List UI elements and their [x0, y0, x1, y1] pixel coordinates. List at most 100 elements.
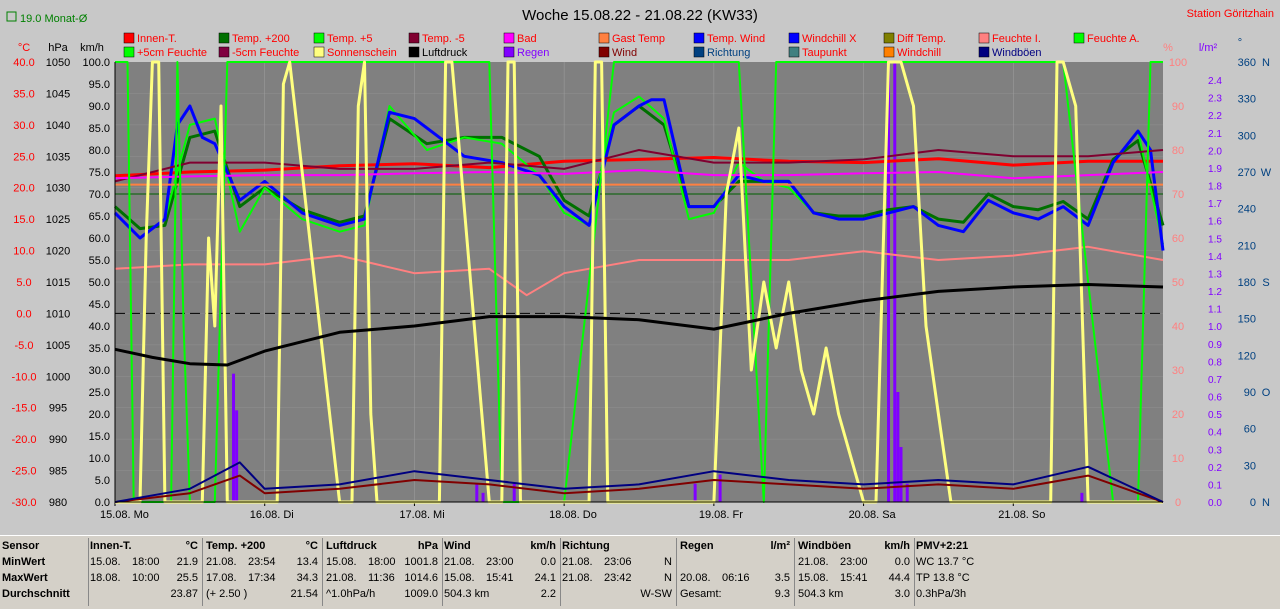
- tick-hpa: 995: [49, 403, 67, 415]
- tick-deg: 90: [1244, 387, 1256, 399]
- tick-celsius: 30.0: [13, 120, 34, 132]
- stats-col-pmv: PMV+2:21 WC 13.7 °C TP 13.8 °C 0.3hPa/3h: [916, 538, 1024, 608]
- tick-lm2: 2.0: [1208, 146, 1222, 157]
- weather-chart: Woche 15.08.22 - 21.08.22 (KW33) Station …: [6, 7, 1274, 521]
- stats-date: WC 13.7 °C: [916, 556, 975, 568]
- legend-swatch: [1073, 32, 1085, 44]
- legend-swatch: [788, 32, 800, 44]
- tick-kmh: 30.0: [89, 365, 110, 377]
- legend-swatch: [978, 32, 990, 44]
- legend-label: Feuchte I.: [992, 33, 1041, 45]
- stats-separator: [202, 538, 203, 606]
- stats-date: 21.08.: [326, 572, 357, 584]
- stats-value: W-SW: [640, 588, 672, 600]
- tick-kmh: 100.0: [82, 57, 110, 69]
- tick-hpa: 1005: [46, 340, 70, 352]
- tick-percent: 40: [1172, 321, 1184, 333]
- legend-label: Windchill X: [802, 33, 857, 45]
- tick-lm2: 2.3: [1208, 94, 1222, 105]
- rain-bar: [232, 373, 236, 502]
- stats-separator: [914, 538, 915, 606]
- series-line-11: [114, 474, 1164, 503]
- stats-value: 0.0: [540, 556, 556, 568]
- tick-deg: 150: [1238, 314, 1256, 326]
- tick-lm2: 2.4: [1208, 76, 1222, 87]
- stats-date: 21.08.: [206, 556, 237, 568]
- stats-date: 0.3hPa/3h: [916, 588, 967, 600]
- legend-label: Feuchte A.: [1087, 33, 1140, 45]
- stats-value: 13.4: [296, 556, 318, 568]
- stats-unit: °C: [185, 540, 198, 552]
- series-line-5: [114, 169, 1164, 180]
- stats-time: 18:00: [132, 556, 160, 568]
- tick-percent: 80: [1172, 145, 1184, 157]
- stats-unit: km/h: [530, 540, 556, 552]
- tick-lm2: 1.1: [1208, 305, 1222, 316]
- stats-time: 17:34: [248, 572, 276, 584]
- legend-label: Temp. +5: [327, 33, 373, 45]
- stats-value: 24.1: [534, 572, 556, 584]
- tick-percent: 0: [1175, 497, 1181, 509]
- tick-day: 18.08. Do: [549, 509, 597, 521]
- tick-celsius: -5.0: [15, 340, 34, 352]
- stats-header: Luftdruck: [326, 540, 377, 552]
- tick-hpa: 1000: [46, 371, 70, 383]
- stats-header: Richtung: [562, 540, 610, 552]
- stats-date: (+ 2.50 ): [206, 588, 248, 600]
- tick-deg-dir: N: [1262, 497, 1270, 509]
- tick-day: 19.08. Fr: [699, 509, 743, 521]
- tick-celsius: -10.0: [11, 371, 36, 383]
- stats-value: 1009.0: [404, 588, 438, 600]
- tick-lm2: 1.6: [1208, 217, 1222, 228]
- tick-percent: 60: [1172, 233, 1184, 245]
- series-line-0: [114, 156, 1163, 178]
- legend-swatch: [218, 46, 230, 58]
- tick-hpa: 1025: [46, 214, 70, 226]
- tick-kmh: 70.0: [89, 189, 110, 201]
- tick-celsius: 25.0: [13, 151, 34, 163]
- tick-percent: 20: [1172, 409, 1184, 421]
- legend-label: Regen: [517, 47, 549, 59]
- tick-deg: 180: [1238, 277, 1256, 289]
- stats-time: 18:00: [368, 556, 396, 568]
- tick-hpa: 1020: [46, 246, 70, 258]
- tick-kmh: 65.0: [89, 211, 110, 223]
- tick-hpa: 1050: [46, 57, 70, 69]
- tick-deg: 270: [1238, 167, 1256, 179]
- rain-bar: [512, 483, 516, 502]
- tick-hpa: 1015: [46, 277, 70, 289]
- stats-value: N: [664, 556, 672, 568]
- stats-date: 15.08.: [326, 556, 357, 568]
- tick-lm2: 1.9: [1208, 164, 1222, 175]
- tick-kmh: 5.0: [95, 475, 110, 487]
- tick-celsius: -15.0: [11, 403, 36, 415]
- chart-title: Woche 15.08.22 - 21.08.22 (KW33): [522, 7, 758, 24]
- stats-date: 15.08.: [444, 572, 475, 584]
- tick-kmh: 10.0: [89, 453, 110, 465]
- stats-separator: [560, 538, 561, 606]
- tick-lm2: 1.4: [1208, 252, 1222, 263]
- tick-lm2: 0.4: [1208, 428, 1222, 439]
- tick-celsius: 40.0: [13, 57, 34, 69]
- stats-header: Regen: [680, 540, 714, 552]
- series-line-10: [114, 283, 1164, 367]
- month-avg-icon: [6, 11, 17, 22]
- tick-kmh: 40.0: [89, 321, 110, 333]
- rain-bar: [718, 474, 722, 502]
- stats-time: 15:41: [486, 572, 514, 584]
- rain-bar: [899, 447, 903, 502]
- legend-swatch: [408, 32, 420, 44]
- legend-label: Richtung: [707, 47, 750, 59]
- tick-lm2: 0.1: [1208, 480, 1222, 491]
- legend-swatch: [598, 46, 610, 58]
- tick-lm2: 0.0: [1208, 498, 1222, 509]
- rain-bar: [481, 492, 485, 502]
- tick-lm2: 0.3: [1208, 445, 1222, 456]
- tick-kmh: 75.0: [89, 167, 110, 179]
- legend-label: Sonnenschein: [327, 47, 397, 59]
- stats-value: 2.2: [540, 588, 556, 600]
- legend-swatch: [503, 46, 515, 58]
- tick-day: 16.08. Di: [250, 509, 294, 521]
- stats-date: 20.08.: [680, 572, 711, 584]
- stats-separator: [88, 538, 89, 606]
